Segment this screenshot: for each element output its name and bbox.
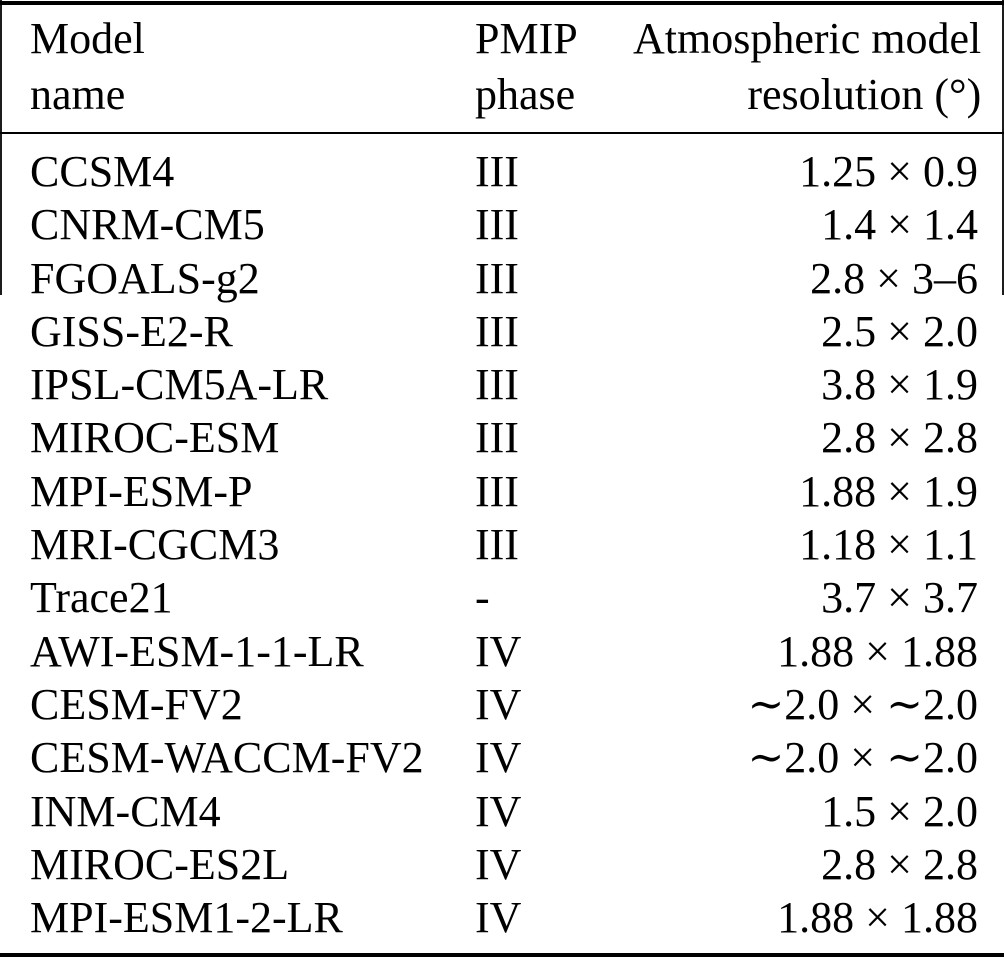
model-name-cell: CNRM-CM5 — [30, 200, 265, 250]
model-name-cell: GISS-E2-R — [30, 306, 233, 356]
table-row: FGOALS-g2 III 2.8 × 3–6 — [30, 252, 978, 305]
resolution-cell: ∼2.0 × ∼2.0 — [747, 733, 978, 783]
pmip-phase-cell: III — [475, 413, 519, 463]
resolution-cell: 1.88 × 1.9 — [799, 466, 978, 516]
model-name-cell: CCSM4 — [30, 147, 175, 196]
table-header-row: Model name PMIP phase Atmospheric model … — [0, 5, 1004, 123]
pmip-phase-cell: III — [475, 520, 519, 570]
model-name-cell: IPSL-CM5A-LR — [30, 360, 329, 410]
header-phase-line2: phase — [475, 70, 576, 119]
table-top-rule — [0, 1, 1004, 5]
table-row: MPI-ESM1-2-LR IV 1.88 × 1.88 — [30, 891, 978, 944]
scan-artifact-left-edge — [0, 0, 2, 295]
table-row: MPI-ESM-P III 1.88 × 1.9 — [30, 465, 978, 518]
model-name-cell: MIROC-ES2L — [30, 839, 290, 889]
header-pmip-phase: PMIP phase — [475, 11, 633, 123]
model-name-cell: Trace21 — [30, 573, 173, 623]
model-name-cell: AWI-ESM-1-1-LR — [30, 626, 364, 676]
table-row: CCSM4 III 1.25 × 0.9 — [30, 145, 978, 198]
table-body: CCSM4 III 1.25 × 0.9 CNRM-CM5 III 1.4 × … — [0, 135, 1004, 944]
resolution-cell: 2.8 × 3–6 — [810, 253, 978, 303]
pmip-phase-cell: IV — [475, 733, 522, 783]
pmip-phase-cell: IV — [475, 893, 522, 943]
header-resolution-line1: Atmospheric model — [633, 14, 982, 63]
model-name-cell: FGOALS-g2 — [30, 253, 260, 303]
model-name-cell: CESM-FV2 — [30, 679, 243, 729]
table-row: GISS-E2-R III 2.5 × 2.0 — [30, 305, 978, 358]
header-model-name: Model name — [30, 11, 475, 123]
table-row: IPSL-CM5A-LR III 3.8 × 1.9 — [30, 358, 978, 411]
table-row: MRI-CGCM3 III 1.18 × 1.1 — [30, 518, 978, 571]
resolution-cell: 2.8 × 2.8 — [821, 413, 978, 463]
table-row: CNRM-CM5 III 1.4 × 1.4 — [30, 198, 978, 251]
table-bottom-rule — [0, 953, 1004, 957]
table-row: CESM-WACCM-FV2 IV ∼2.0 × ∼2.0 — [30, 731, 978, 784]
resolution-cell: 3.8 × 1.9 — [821, 360, 978, 410]
resolution-cell: 1.5 × 2.0 — [821, 786, 978, 836]
table-row: AWI-ESM-1-1-LR IV 1.88 × 1.88 — [30, 625, 978, 678]
pmip-phase-cell: IV — [475, 786, 522, 836]
header-model-line2: name — [30, 70, 126, 119]
pmip-phase-cell: III — [475, 306, 519, 356]
header-model-line1: Model — [30, 14, 145, 63]
header-phase-line1: PMIP — [475, 14, 578, 63]
pmip-phase-cell: III — [475, 360, 519, 410]
resolution-cell: 2.8 × 2.8 — [821, 839, 978, 889]
resolution-cell: 1.4 × 1.4 — [821, 200, 978, 250]
scan-artifact-right-edge — [1002, 0, 1004, 295]
table-row: CESM-FV2 IV ∼2.0 × ∼2.0 — [30, 678, 978, 731]
model-name-cell: MIROC-ESM — [30, 413, 280, 463]
model-name-cell: INM-CM4 — [30, 786, 221, 836]
resolution-cell: ∼2.0 × ∼2.0 — [747, 679, 978, 729]
pmip-phase-cell: III — [475, 466, 519, 516]
resolution-cell: 1.18 × 1.1 — [799, 520, 978, 570]
model-name-cell: MPI-ESM1-2-LR — [30, 893, 343, 943]
table-row: INM-CM4 IV 1.5 × 2.0 — [30, 785, 978, 838]
pmip-phase-cell: IV — [475, 839, 522, 889]
pmip-phase-cell: III — [475, 147, 519, 196]
model-name-cell: MPI-ESM-P — [30, 466, 253, 516]
model-name-cell: CESM-WACCM-FV2 — [30, 733, 424, 783]
pmip-phase-cell: - — [475, 573, 490, 623]
header-atmospheric-resolution: Atmospheric model resolution (°) — [633, 11, 981, 123]
resolution-cell: 1.88 × 1.88 — [777, 893, 978, 943]
model-name-cell: MRI-CGCM3 — [30, 520, 280, 570]
table-row: Trace21 - 3.7 × 3.7 — [30, 571, 978, 624]
header-resolution-line2: resolution (°) — [747, 70, 982, 119]
pmip-phase-cell: IV — [475, 679, 522, 729]
pmip-phase-cell: III — [475, 200, 519, 250]
resolution-cell: 2.5 × 2.0 — [821, 306, 978, 356]
resolution-cell: 1.88 × 1.88 — [777, 626, 978, 676]
resolution-cell: 1.25 × 0.9 — [799, 147, 978, 196]
table-header-rule — [0, 132, 1004, 134]
pmip-phase-cell: III — [475, 253, 519, 303]
table-row: MIROC-ES2L IV 2.8 × 2.8 — [30, 838, 978, 891]
resolution-cell: 3.7 × 3.7 — [821, 573, 978, 623]
pmip-phase-cell: IV — [475, 626, 522, 676]
table-row: MIROC-ESM III 2.8 × 2.8 — [30, 411, 978, 464]
